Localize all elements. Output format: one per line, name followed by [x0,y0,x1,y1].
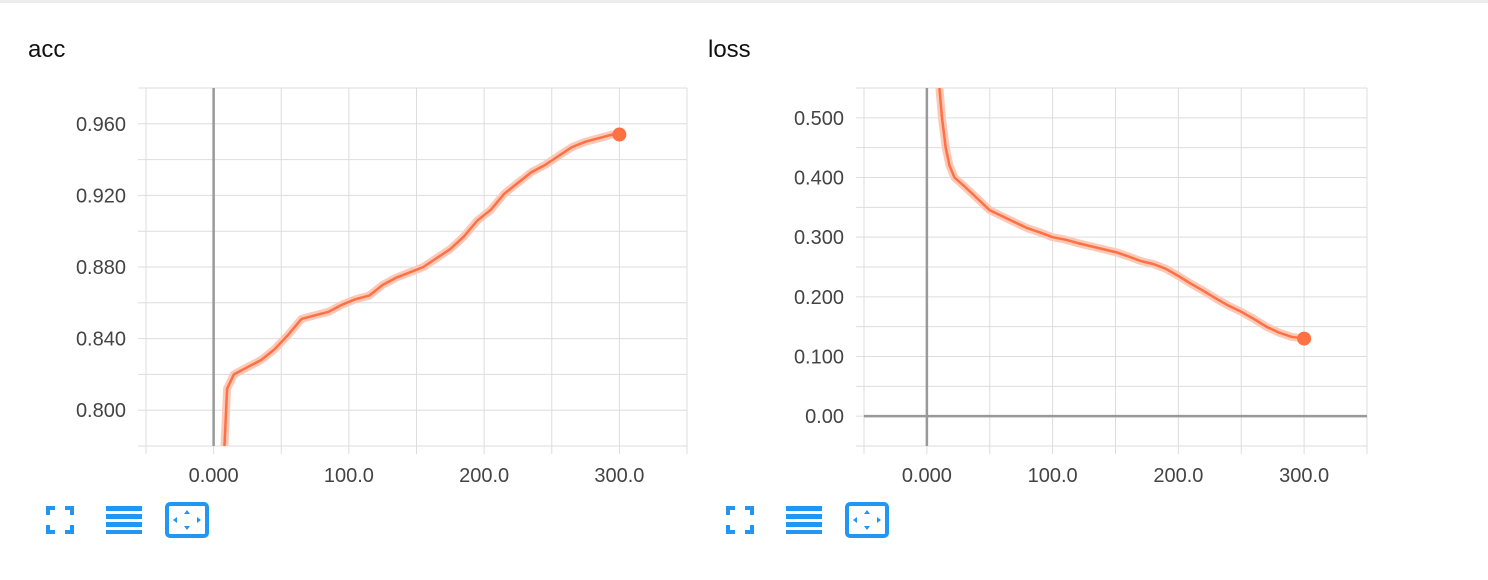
x-tick-label: 200.0 [1153,465,1203,487]
fullscreen-icon[interactable] [38,500,82,540]
y-tick-label: 0.920 [76,185,126,207]
x-tick-label: 200.0 [459,465,509,487]
x-tick-label: 0.000 [902,465,952,487]
x-tick-label: 300.0 [594,465,644,487]
last-point-marker [1297,331,1312,346]
fit-domain-icon[interactable] [165,500,209,540]
y-tick-label: 0.880 [76,257,126,279]
y-tick-label: 0.100 [794,347,844,369]
x-tick-label: 0.000 [189,465,239,487]
acc-card: acc 0.800 0.840 0.880 0.920 0.960 0.000 100.0 2… [0,0,700,580]
y-tick-label: 0.960 [76,114,126,136]
fullscreen-icon[interactable] [718,500,762,540]
y-tick-label: 0.500 [794,108,844,130]
data-list-icon[interactable] [782,500,826,540]
fit-domain-icon[interactable] [845,500,889,540]
y-tick-label: 0.00 [805,406,844,428]
y-tick-label: 0.800 [76,400,126,422]
x-tick-label: 100.0 [324,465,374,487]
series-band [220,130,620,446]
series-line [938,88,1305,340]
y-tick-label: 0.400 [794,168,844,190]
chart-title: loss [708,36,751,63]
chart-title: acc [28,36,66,63]
data-list-icon[interactable] [102,500,146,540]
series-line [223,133,620,446]
top-divider [0,0,1488,3]
loss-chart[interactable]: 0.00 0.100 0.200 0.300 0.400 0.500 0.000 100.0 2… [700,0,1400,500]
y-tick-label: 0.840 [76,329,126,351]
last-point-marker [612,127,627,142]
y-tick-label: 0.300 [794,227,844,249]
x-tick-label: 100.0 [1028,465,1078,487]
x-tick-label: 300.0 [1279,465,1329,487]
loss-card: loss 0.00 0.100 0.200 0.300 0.400 0.500 0.000 1… [700,0,1400,580]
acc-chart[interactable]: 0.800 0.840 0.880 0.920 0.960 0.000 100.0 200.0… [0,0,700,500]
y-tick-label: 0.200 [794,287,844,309]
